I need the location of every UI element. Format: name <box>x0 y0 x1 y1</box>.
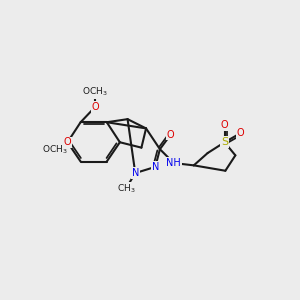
Text: S: S <box>221 137 228 147</box>
Text: NH: NH <box>167 158 181 168</box>
Text: O: O <box>221 120 228 130</box>
Text: O: O <box>92 102 99 112</box>
Text: O: O <box>167 130 175 140</box>
Text: O: O <box>92 102 99 112</box>
Text: O: O <box>167 130 175 140</box>
Text: O: O <box>64 137 71 147</box>
Text: OCH$_3$: OCH$_3$ <box>82 86 108 98</box>
Text: N: N <box>152 162 159 172</box>
Text: NH: NH <box>167 158 181 168</box>
Text: CH$_3$: CH$_3$ <box>117 182 135 195</box>
Text: O: O <box>64 137 71 147</box>
Text: OCH$_3$: OCH$_3$ <box>42 144 68 156</box>
Text: O: O <box>237 128 244 138</box>
Text: N: N <box>132 168 139 178</box>
